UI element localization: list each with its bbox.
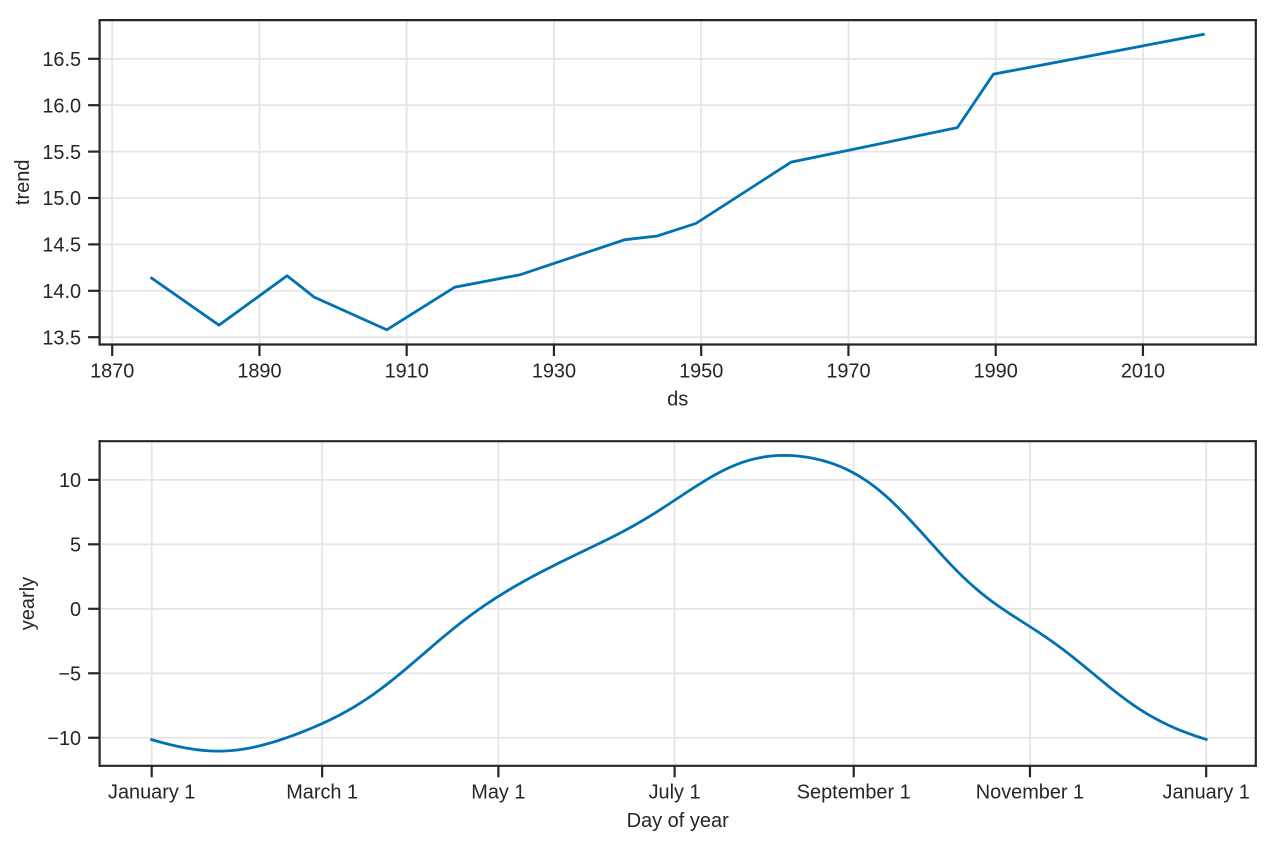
svg-text:1970: 1970 bbox=[826, 360, 870, 382]
svg-text:March 1: March 1 bbox=[286, 782, 358, 804]
svg-text:January 1: January 1 bbox=[108, 782, 195, 804]
svg-text:July 1: July 1 bbox=[649, 782, 701, 804]
svg-text:16.5: 16.5 bbox=[42, 49, 81, 71]
svg-text:1950: 1950 bbox=[679, 360, 723, 382]
svg-text:January 1: January 1 bbox=[1163, 782, 1250, 804]
svg-text:2010: 2010 bbox=[1121, 360, 1165, 382]
svg-text:−5: −5 bbox=[58, 663, 81, 685]
svg-text:14.0: 14.0 bbox=[42, 281, 81, 303]
svg-text:yearly: yearly bbox=[17, 577, 39, 630]
svg-text:1910: 1910 bbox=[385, 360, 429, 382]
svg-text:September 1: September 1 bbox=[797, 782, 911, 804]
svg-text:15.0: 15.0 bbox=[42, 188, 81, 210]
svg-text:1890: 1890 bbox=[237, 360, 281, 382]
svg-text:trend: trend bbox=[12, 160, 34, 206]
svg-text:10: 10 bbox=[59, 470, 81, 492]
svg-text:Day of year: Day of year bbox=[627, 810, 730, 832]
svg-text:15.5: 15.5 bbox=[42, 142, 81, 164]
svg-text:14.5: 14.5 bbox=[42, 235, 81, 257]
svg-text:ds: ds bbox=[667, 389, 688, 411]
svg-text:13.5: 13.5 bbox=[42, 327, 81, 349]
svg-text:−10: −10 bbox=[47, 728, 81, 750]
svg-text:November 1: November 1 bbox=[976, 782, 1084, 804]
svg-text:5: 5 bbox=[70, 535, 81, 557]
svg-text:16.0: 16.0 bbox=[42, 95, 81, 117]
svg-text:1870: 1870 bbox=[90, 360, 134, 382]
svg-text:May 1: May 1 bbox=[471, 782, 525, 804]
svg-text:1930: 1930 bbox=[532, 360, 576, 382]
svg-text:1990: 1990 bbox=[974, 360, 1018, 382]
svg-text:0: 0 bbox=[70, 599, 81, 621]
